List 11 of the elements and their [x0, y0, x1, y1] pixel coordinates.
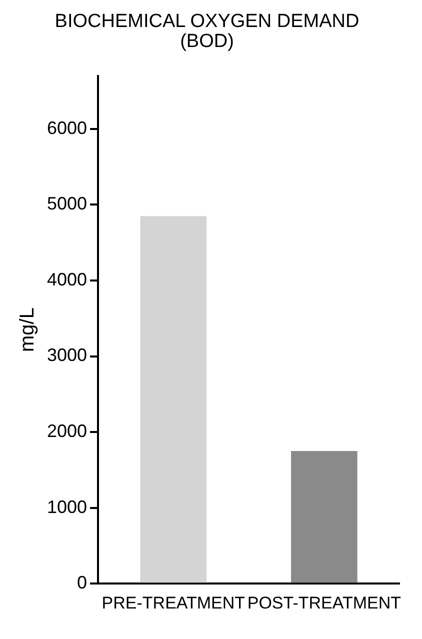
y-tick-label: 1000: [46, 496, 88, 517]
y-tick-label: 3000: [46, 345, 88, 366]
y-tick-label: 0: [77, 572, 88, 593]
y-tick-label: 5000: [46, 194, 88, 214]
y-tick-label: 2000: [46, 421, 88, 442]
y-axis-title: mg/L: [16, 308, 39, 352]
x-tick-label: POST-TREATMENT: [247, 593, 402, 612]
chart-title: BIOCHEMICAL OXYGEN DEMAND (BOD): [54, 11, 360, 52]
y-tick-label: 4000: [46, 269, 88, 290]
x-tick-label: PRE-TREATMENT: [102, 593, 246, 612]
y-tick-label: 6000: [46, 118, 88, 138]
